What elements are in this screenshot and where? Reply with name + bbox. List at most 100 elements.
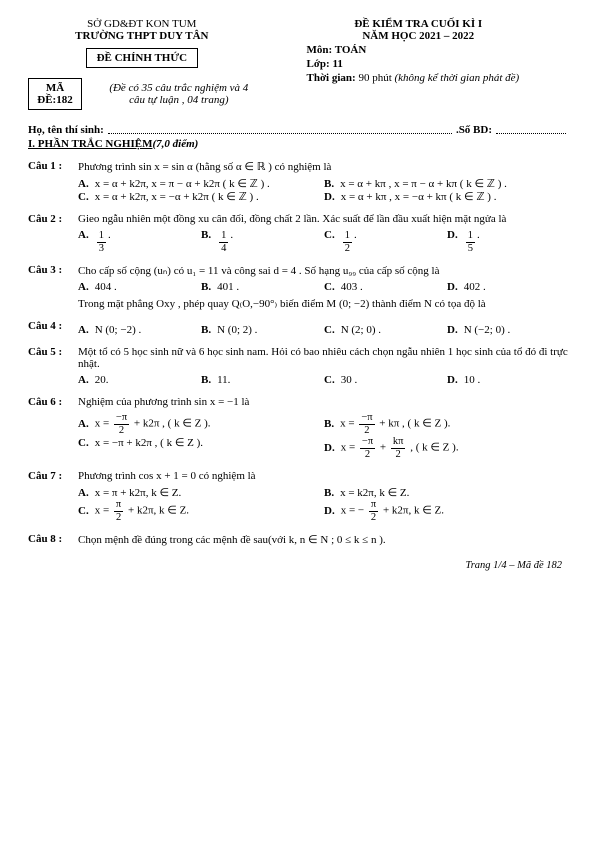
student-name-line: Họ, tên thí sinh: .Số BD:: [28, 124, 570, 136]
opt-text: x = k2π, k ∈ Z.: [340, 486, 409, 499]
opt-label: C.: [78, 505, 89, 517]
q-label: Câu 2 :: [28, 213, 78, 254]
class: Lớp: 11: [306, 58, 342, 70]
opt-label: A.: [78, 229, 89, 241]
question-2: Câu 2 : Gieo ngẫu nhiên một đồng xu cân …: [28, 213, 570, 254]
id-label: .Số BD:: [456, 124, 492, 136]
question-1: Câu 1 : Phương trình sin x = sin α (hằng…: [28, 160, 570, 203]
opt-label: B.: [324, 487, 334, 499]
section-title-text: I. PHẦN TRẮC NGHIỆM: [28, 138, 152, 150]
question-4: Câu 4 : A. N (0; −2) . B. N (0; 2) . C. N (…: [28, 320, 570, 336]
q-text: Gieo ngẫu nhiên một đồng xu cân đối, đồn…: [78, 213, 570, 225]
opt-text: 11.: [217, 374, 230, 386]
school: TRƯỜNG THPT DUY TÂN: [28, 30, 256, 42]
opt-suffix: .: [230, 229, 233, 241]
opt-label: D.: [447, 324, 458, 336]
question-8: Câu 8 : Chọn mệnh đề đúng trong các mệnh…: [28, 533, 570, 546]
q-text: Phương trình sin x = sin α (hằng số α ∈ …: [78, 160, 570, 173]
opt-suffix: .: [477, 229, 480, 241]
fraction: 15: [466, 230, 475, 254]
opt-label: D.: [324, 442, 335, 454]
opt-suffix: .: [108, 229, 111, 241]
q-label: Câu 7 :: [28, 470, 78, 523]
opt-text: x = α + k2π, x = −α + k2π ( k ∈ ℤ ) .: [95, 190, 259, 203]
official-box: ĐỀ CHÍNH THỨC: [86, 48, 198, 68]
opt-label: D.: [447, 281, 458, 293]
opt-text: x = −π2 + kπ2 , ( k ∈ Z ).: [341, 436, 459, 460]
opt-suffix: .: [354, 229, 357, 241]
question-5: Câu 5 : Một tổ có 5 học sinh nữ và 6 học…: [28, 346, 570, 386]
opt-text: 404 .: [95, 281, 117, 293]
opt-text: x = π + k2π, k ∈ Z.: [95, 486, 182, 499]
opt-label: A.: [78, 374, 89, 386]
opt-label: A.: [78, 324, 89, 336]
opt-text: 402 .: [464, 281, 486, 293]
opt-text: 20.: [95, 374, 109, 386]
q-text: Phương trình cos x + 1 = 0 có nghiệm là: [78, 470, 570, 482]
q-label: Câu 4 :: [28, 320, 78, 336]
opt-text: 401 .: [217, 281, 239, 293]
q-text: Cho cấp số cộng (uₙ) có u₁ = 11 và công …: [78, 264, 570, 277]
opt-label: D.: [447, 229, 458, 241]
q-text: Chọn mệnh đề đúng trong các mệnh đề sau(…: [78, 533, 570, 546]
opt-text: 10 .: [464, 374, 481, 386]
opt-text: x = −π2 + kπ , ( k ∈ Z ).: [340, 412, 450, 436]
opt-text: x = α + kπ , x = π − α + kπ ( k ∈ ℤ ) .: [340, 177, 507, 190]
opt-label: B.: [201, 374, 211, 386]
year: NĂM HỌC 2021 – 2022: [266, 30, 570, 42]
opt-text: N (0; 2) .: [217, 324, 257, 336]
dept: SỞ GD&ĐT KON TUM: [28, 18, 256, 30]
name-dots: [108, 124, 452, 134]
page-footer: Trang 1/4 – Mã đề 182: [28, 560, 570, 571]
opt-text: x = α + k2π, x = π − α + k2π ( k ∈ ℤ ) .: [95, 177, 270, 190]
opt-text: 30 .: [341, 374, 358, 386]
opt-label: C.: [324, 281, 335, 293]
section-1-title: I. PHẦN TRẮC NGHIỆM(7,0 điểm): [28, 138, 570, 150]
q-text: Nghiệm của phương trình sin x = −1 là: [78, 396, 570, 408]
question-3: Câu 3 : Cho cấp số cộng (uₙ) có u₁ = 11 …: [28, 264, 570, 310]
opt-label: C.: [324, 229, 335, 241]
opt-text: N (2; 0) .: [341, 324, 381, 336]
section-points: (7,0 điểm): [152, 138, 198, 150]
opt-text: x = −π + k2π , ( k ∈ Z ).: [95, 436, 203, 449]
opt-text: 403 .: [341, 281, 363, 293]
q-label: Câu 1 :: [28, 160, 78, 203]
fraction: 13: [97, 230, 106, 254]
q-label: Câu 6 :: [28, 396, 78, 460]
time-note: (không kể thời gian phát đề): [395, 72, 520, 84]
opt-text: x = −π2 + k2π , ( k ∈ Z ).: [95, 412, 211, 436]
opt-label: B.: [201, 281, 211, 293]
opt-label: B.: [324, 418, 334, 430]
subject: Môn: TOÁN: [306, 44, 366, 56]
q-label: Câu 8 :: [28, 533, 78, 546]
opt-label: C.: [78, 437, 89, 449]
question-6: Câu 6 : Nghiệm của phương trình sin x = …: [28, 396, 570, 460]
q3-tail: Trong mặt phẳng Oxy , phép quay Q₍O,−90°…: [78, 297, 570, 310]
opt-label: D.: [447, 374, 458, 386]
opt-label: C.: [78, 191, 89, 203]
exam-code: MÃ ĐỀ:182: [28, 78, 82, 110]
opt-label: C.: [324, 374, 335, 386]
opt-text: x = α + kπ , x = −α + kπ ( k ∈ ℤ ) .: [341, 190, 497, 203]
opt-text: N (−2; 0) .: [464, 324, 511, 336]
time-label: Thời gian:: [306, 72, 355, 84]
name-label: Họ, tên thí sinh:: [28, 124, 104, 136]
fraction: 12: [343, 230, 352, 254]
question-7: Câu 7 : Phương trình cos x + 1 = 0 có ng…: [28, 470, 570, 523]
exam-title: ĐỀ KIỂM TRA CUỐI KÌ I: [266, 18, 570, 30]
opt-label: D.: [324, 505, 335, 517]
opt-text: N (0; −2) .: [95, 324, 142, 336]
q-label: Câu 3 :: [28, 264, 78, 310]
opt-label: B.: [201, 324, 211, 336]
opt-label: D.: [324, 191, 335, 203]
time-value: 90 phút: [358, 72, 391, 84]
opt-label: B.: [324, 178, 334, 190]
opt-text: x = π2 + k2π, k ∈ Z.: [95, 499, 189, 523]
opt-text: x = − π2 + k2π, k ∈ Z.: [341, 499, 444, 523]
opt-label: C.: [324, 324, 335, 336]
q-text: Một tổ có 5 học sinh nữ và 6 học sinh na…: [78, 346, 570, 370]
id-dots: [496, 124, 566, 134]
opt-label: A.: [78, 178, 89, 190]
opt-label: A.: [78, 418, 89, 430]
header: SỞ GD&ĐT KON TUM TRƯỜNG THPT DUY TÂN ĐỀ …: [28, 18, 570, 110]
